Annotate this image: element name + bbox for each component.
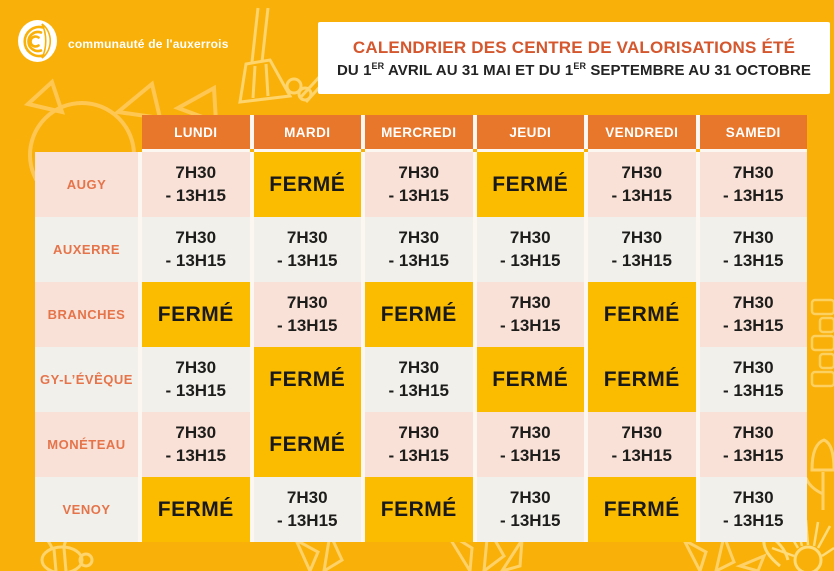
schedule-cell: 7H30- 13H15 (365, 412, 473, 477)
day-header-row: LUNDI MARDI MERCREDI JEUDI VENDREDI SAMEDI (35, 115, 807, 149)
site-label: VENOY (35, 477, 138, 542)
schedule-cell: 7H30- 13H15 (476, 217, 584, 282)
brand-header: communauté de l'auxerrois (18, 20, 229, 67)
day-header-jeudi: JEUDI (476, 115, 584, 149)
day-header-samedi: SAMEDI (699, 115, 807, 149)
schedule-cell: 7H30- 13H15 (476, 412, 584, 477)
schedule-cell: FERMÉ (588, 477, 696, 542)
schedule-cell: 7H30- 13H15 (142, 347, 250, 412)
schedule-cell: 7H30- 13H15 (476, 282, 584, 347)
schedule-cell: FERMÉ (476, 347, 584, 412)
subtitle-part: DU 1 (336, 61, 372, 79)
schedule-cell: 7H30- 13H15 (699, 282, 807, 347)
schedule-cell: 7H30- 13H15 (142, 152, 250, 217)
site-label: AUGY (35, 152, 138, 217)
brand-name: communauté de l'auxerrois (68, 36, 229, 51)
subtitle-superscript: ER (371, 60, 385, 71)
schedule-cell: 7H30- 13H15 (253, 282, 361, 347)
schedule-cell: 7H30- 13H15 (253, 217, 361, 282)
site-label: AUXERRE (35, 217, 138, 282)
day-header-spacer (35, 115, 138, 149)
schedule-cell: 7H30- 13H15 (699, 412, 807, 477)
poster-title: CALENDRIER DES CENTRE DE VALORISATIONS É… (352, 37, 796, 57)
site-label: BRANCHES (35, 282, 138, 347)
schedule-cell: 7H30- 13H15 (142, 412, 250, 477)
schedule-cell: 7H30- 13H15 (476, 477, 584, 542)
poster-subtitle: DU 1ER AVRIL AU 31 MAI ET DU 1ER SEPTEMB… (337, 61, 811, 79)
schedule-cell: 7H30- 13H15 (699, 152, 807, 217)
schedule-cell: FERMÉ (365, 282, 473, 347)
title-banner: CALENDRIER DES CENTRE DE VALORISATIONS É… (318, 22, 830, 94)
schedule-cell: 7H30- 13H15 (699, 477, 807, 542)
site-label: GY-L’ÉVÊQUE (35, 347, 138, 412)
subtitle-superscript: ER (573, 60, 587, 71)
schedule-cell: FERMÉ (253, 412, 361, 477)
schedule-cell: 7H30- 13H15 (142, 217, 250, 282)
schedule-cell: FERMÉ (253, 347, 361, 412)
schedule-cell: FERMÉ (588, 347, 696, 412)
schedule-cell: 7H30- 13H15 (588, 152, 696, 217)
schedule-cell: 7H30- 13H15 (365, 217, 473, 282)
schedule-cell: 7H30- 13H15 (588, 217, 696, 282)
subtitle-part: SEPTEMBRE AU 31 OCTOBRE (586, 61, 812, 79)
schedule-cell: 7H30- 13H15 (699, 217, 807, 282)
broom-icon (238, 7, 328, 104)
schedule-cell: FERMÉ (253, 152, 361, 217)
schedule-table: LUNDI MARDI MERCREDI JEUDI VENDREDI SAMEDI AU… (35, 115, 807, 542)
schedule-cell: FERMÉ (476, 152, 584, 217)
schedule-cell: 7H30- 13H15 (365, 347, 473, 412)
schedule-cell: 7H30- 13H15 (588, 412, 696, 477)
schedule-cell: FERMÉ (142, 282, 250, 347)
tulip-icon (804, 438, 834, 510)
brand-logo-icon (18, 20, 58, 67)
day-header-lundi: LUNDI (142, 115, 250, 149)
schedule-cell: 7H30- 13H15 (699, 347, 807, 412)
schedule-cell: 7H30- 13H15 (365, 152, 473, 217)
subtitle-part: AVRIL AU 31 MAI ET DU 1 (384, 61, 574, 79)
schedule-body: AUGY 7H30- 13H15 FERMÉ 7H30- 13H15 FERMÉ 7H30… (35, 152, 807, 542)
schedule-cell: FERMÉ (588, 282, 696, 347)
day-header-vendredi: VENDREDI (588, 115, 696, 149)
day-header-mercredi: MERCREDI (365, 115, 473, 149)
schedule-cell: FERMÉ (142, 477, 250, 542)
brick-wall-icon (810, 298, 834, 388)
site-label: MONÉTEAU (35, 412, 138, 477)
day-header-mardi: MARDI (253, 115, 361, 149)
schedule-cell: FERMÉ (365, 477, 473, 542)
schedule-cell: 7H30- 13H15 (253, 477, 361, 542)
